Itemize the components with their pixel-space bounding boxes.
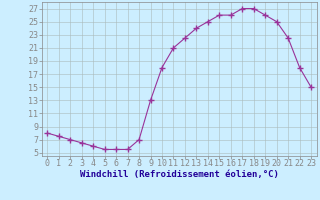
X-axis label: Windchill (Refroidissement éolien,°C): Windchill (Refroidissement éolien,°C) xyxy=(80,170,279,179)
